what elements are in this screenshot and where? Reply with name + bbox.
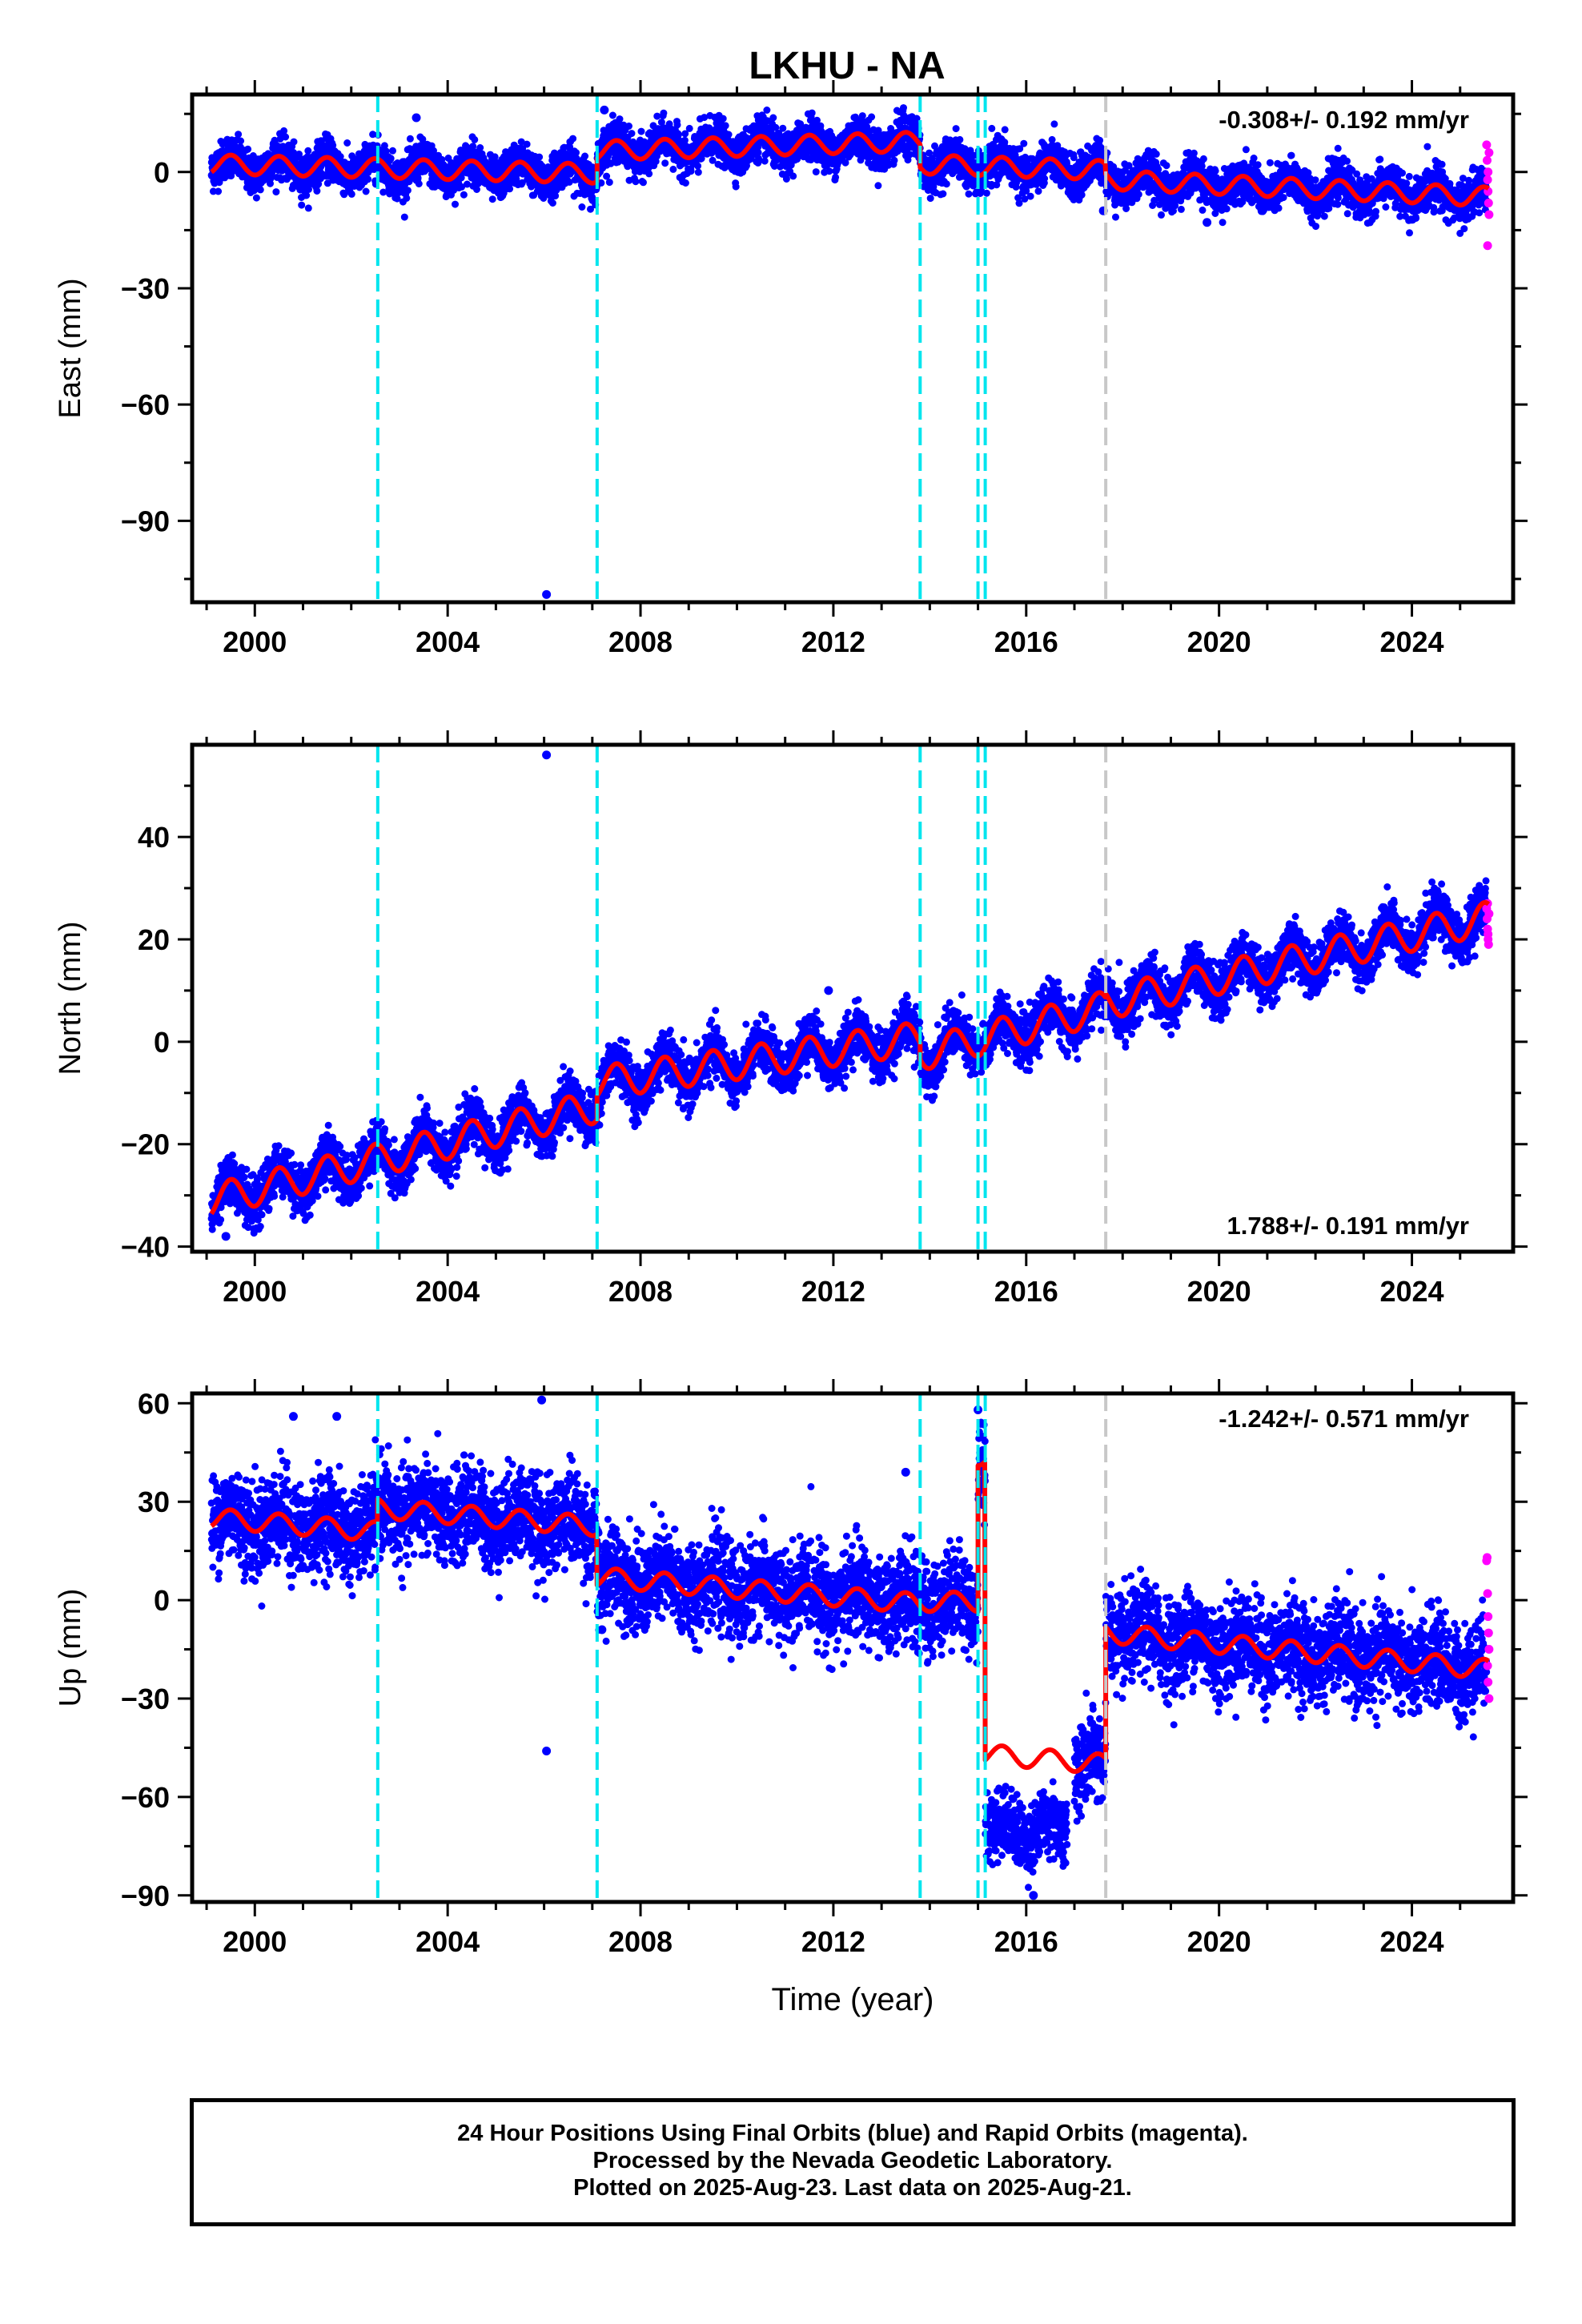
panel-east: 2000 2004 2008 2012 2016 2020 2024 0 −30 −60 −90 Ea… [54, 80, 1528, 658]
outlier-point [332, 1412, 342, 1421]
final-orbit-points [207, 1395, 1491, 1900]
y-tick-label: 0 [154, 1026, 170, 1059]
x-tick-label: 2024 [1379, 1275, 1443, 1308]
x-tick-label: 2012 [801, 625, 865, 658]
x-tick-label: 2008 [608, 1925, 673, 1958]
outlier-point [597, 1625, 607, 1634]
x-tick-label: 2020 [1187, 625, 1251, 658]
y-axis-label: Up (mm) [54, 1589, 87, 1707]
y-tick-label: −90 [121, 1880, 170, 1912]
rapid-orbit-point [1483, 1661, 1492, 1671]
rapid-orbit-point [1484, 1628, 1493, 1638]
y-tick-label: 0 [154, 156, 170, 189]
rapid-orbit-point [1483, 1589, 1492, 1598]
x-tick-label: 2012 [801, 1275, 865, 1308]
y-tick-label: 60 [138, 1387, 170, 1420]
x-tick-label: 2024 [1379, 625, 1443, 658]
rapid-orbit-point [1484, 210, 1494, 219]
x-tick-label: 2008 [608, 1275, 673, 1308]
rapid-orbit-point [1482, 140, 1492, 150]
rapid-orbit-point [1482, 1553, 1492, 1562]
rapid-orbit-point [1484, 1612, 1493, 1622]
final-orbit-points [207, 750, 1491, 1241]
panel-north: 2000 2004 2008 2012 2016 2020 2024 40 20 0 −20 −40 N… [54, 730, 1528, 1308]
rapid-orbit-point [1484, 1694, 1494, 1703]
x-tick-label: 2016 [994, 625, 1058, 658]
y-tick-label: 20 [138, 923, 170, 956]
y-tick-label: 0 [154, 1584, 170, 1617]
velocity-rate-label: -0.308+/- 0.192 mm/yr [1219, 106, 1469, 134]
final-orbit-scatter [207, 1418, 1491, 1892]
footer-line-2: Processed by the Nevada Geodetic Laborat… [592, 2148, 1113, 2173]
final-orbit-scatter [207, 877, 1491, 1237]
rapid-orbit-point [1484, 1678, 1493, 1687]
outlier-point [824, 986, 833, 995]
y-tick-label: 30 [138, 1486, 170, 1518]
panel-frame [190, 1391, 1516, 1904]
x-tick-label: 2020 [1187, 1275, 1251, 1308]
x-tick-label: 2016 [994, 1275, 1058, 1308]
x-tick-label: 2008 [608, 625, 673, 658]
x-tick-label: 2004 [416, 1925, 480, 1958]
x-tick-label: 2004 [416, 625, 480, 658]
velocity-rate-label: 1.788+/- 0.191 mm/yr [1227, 1212, 1469, 1240]
rapid-orbit-point [1484, 930, 1493, 939]
outlier-point [537, 1395, 547, 1405]
x-tick-label: 2016 [994, 1925, 1058, 1958]
y-axis-label: North (mm) [54, 921, 87, 1075]
chart-title: LKHU - NA [749, 45, 945, 87]
y-tick-label: −30 [121, 1683, 170, 1715]
final-orbit-scatter [207, 104, 1491, 237]
rapid-orbit-point [1483, 241, 1492, 251]
x-tick-label: 2004 [416, 1275, 480, 1308]
y-tick-label: −40 [121, 1231, 170, 1264]
outlier-point [600, 105, 609, 115]
rapid-orbit-point [1484, 199, 1493, 208]
outlier-point [221, 1232, 231, 1241]
model-fit-line [209, 899, 1491, 1216]
velocity-rate-label: -1.242+/- 0.571 mm/yr [1219, 1405, 1469, 1433]
y-tick-label: 40 [138, 821, 170, 854]
rapid-orbit-point [1482, 155, 1492, 165]
model-fit-line [210, 1459, 1491, 1775]
y-tick-label: −30 [121, 272, 170, 305]
y-tick-label: −90 [121, 505, 170, 537]
x-tick-label: 2012 [801, 1925, 865, 1958]
panel-frame [190, 92, 1516, 605]
x-tick-label: 2020 [1187, 1925, 1251, 1958]
x-tick-label: 2000 [223, 1275, 287, 1308]
outlier-point [288, 1412, 298, 1421]
outlier-point [542, 750, 552, 760]
outlier-point [542, 1747, 552, 1756]
x-tick-label: 2000 [223, 1925, 287, 1958]
outlier-point [901, 1467, 910, 1477]
x-tick-label: 2024 [1379, 1925, 1443, 1958]
footer-line-1: 24 Hour Positions Using Final Orbits (bl… [457, 2121, 1248, 2146]
y-tick-label: −60 [121, 388, 170, 421]
outlier-point [1203, 218, 1212, 227]
outlier-point [412, 113, 421, 123]
footer-line-3: Plotted on 2025-Aug-23. Last data on 202… [573, 2175, 1132, 2201]
x-tick-label: 2000 [223, 625, 287, 658]
footer-caption-box: 24 Hour Positions Using Final Orbits (bl… [190, 2098, 1516, 2226]
rapid-orbit-point [1483, 175, 1492, 184]
rapid-orbit-point [1484, 909, 1494, 919]
panel-frame [190, 742, 1516, 1254]
rapid-orbit-point [1484, 148, 1494, 158]
model-fit-line [210, 130, 1491, 208]
y-axis-label: East (mm) [54, 278, 87, 418]
rapid-orbit-point [1484, 167, 1493, 177]
x-axis-label: Time (year) [772, 1982, 934, 2017]
outlier-point [1029, 1891, 1038, 1900]
rapid-orbit-point [1484, 1645, 1494, 1655]
panel-up: 2000 2004 2008 2012 2016 2020 2024 60 30 0 −30 −60 −… [54, 1379, 1528, 2017]
y-tick-label: −60 [121, 1781, 170, 1814]
y-tick-label: −20 [121, 1128, 170, 1161]
outlier-point [542, 589, 552, 599]
rapid-orbit-point [1484, 939, 1493, 949]
